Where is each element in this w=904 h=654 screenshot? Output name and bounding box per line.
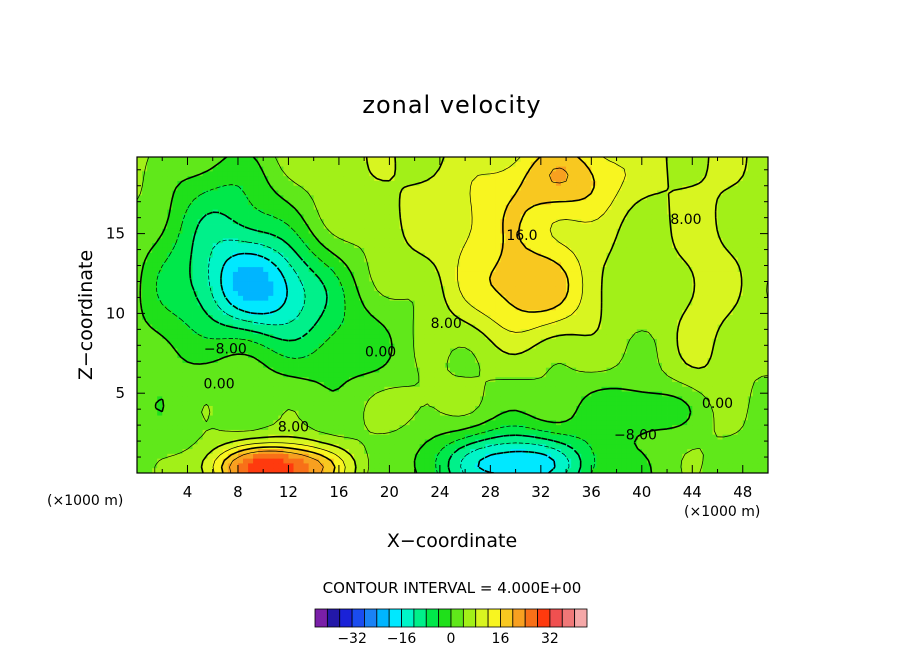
colorbar-tick-label: 32: [541, 631, 559, 647]
colorbar-tick-label: 0: [447, 631, 456, 647]
contour-lines: [137, 157, 768, 473]
colorbar-swatch: [413, 608, 427, 628]
colorbar-swatch: [326, 608, 341, 628]
colorbar-swatch: [537, 608, 551, 628]
contour-label: 8.00: [670, 212, 701, 228]
colorbar-tick-labels: −32 −16 0 16 32: [337, 631, 559, 647]
contour-label: 0.00: [365, 345, 396, 361]
colorbar-swatch: [561, 608, 576, 628]
x-tick-label: 12: [279, 483, 298, 501]
contour-label: 0.00: [203, 377, 234, 393]
colorbar-swatch: [462, 608, 477, 628]
colorbar-swatch: [487, 608, 501, 628]
contour-level-neg4: [155, 184, 596, 473]
x-tick-label: 20: [380, 483, 399, 501]
contour-level-16: [220, 157, 596, 473]
contour-level-0: [139, 157, 692, 473]
contour-label: 0.00: [702, 396, 733, 412]
x-tick-label: 16: [329, 483, 348, 501]
x-tick-label: 48: [733, 483, 752, 501]
contour-level-4: [137, 157, 768, 473]
colorbar-swatch: [401, 608, 415, 628]
x-tick-label: 8: [233, 483, 243, 501]
velocity-field: [137, 157, 768, 473]
colorbar-swatch: [500, 608, 514, 628]
x-unit-left: (×1000 m): [47, 493, 123, 509]
contour-level-8: [200, 157, 748, 473]
contour-level-20: [229, 167, 569, 473]
colorbar-swatch: [388, 608, 402, 628]
colorbar: [314, 608, 588, 628]
colorbar-swatch: [351, 608, 365, 628]
colorbar-swatch: [450, 608, 464, 628]
colorbar-swatch: [549, 608, 563, 628]
x-tick-label: 40: [632, 483, 651, 501]
x-tick-label: 44: [683, 483, 702, 501]
y-tick-label: 5: [115, 384, 125, 402]
contour-label: −8.00: [614, 428, 657, 444]
colorbar-swatch: [364, 608, 378, 628]
chart-title: zonal velocity: [362, 91, 541, 119]
contour-level-12: [212, 157, 626, 473]
plot-frame: [136, 156, 769, 474]
contour-label: 8.00: [431, 316, 462, 332]
colorbar-swatch: [339, 608, 353, 628]
contour-labels: 16.0 8.00 8.00 −8.00 0.00 0.00 0.00 8.00 −8.00: [203, 212, 733, 443]
contour-interval-label: CONTOUR INTERVAL = 4.000E+00: [323, 579, 582, 597]
colorbar-swatch: [438, 608, 452, 628]
y-tick-label: 10: [106, 304, 125, 322]
contour-label: 8.00: [278, 420, 309, 436]
y-axis-label: Z−coordinate: [75, 250, 97, 380]
x-tick-label: 28: [481, 483, 500, 501]
colorbar-swatch: [475, 608, 489, 628]
x-axis-label: X−coordinate: [387, 530, 517, 552]
colorbar-swatch: [574, 608, 588, 628]
y-axis-ticks: 5 10 15: [106, 169, 768, 458]
contour-level-neg16: [220, 252, 556, 473]
contour-label: −8.00: [204, 342, 247, 358]
colorbar-tick-label: −16: [387, 631, 417, 647]
contour-level-neg8: [189, 211, 582, 473]
x-tick-label: 32: [531, 483, 550, 501]
contour-label: 16.0: [506, 228, 537, 244]
x-tick-label: 36: [582, 483, 601, 501]
x-axis-ticks: 4 8 12 16 20 24 28 32 36 40 44 48: [161, 157, 752, 501]
colorbar-tick-label: 16: [492, 631, 510, 647]
colorbar-swatch: [524, 608, 538, 628]
colorbar-tick-label: −32: [337, 631, 367, 647]
colorbar-swatch: [425, 608, 440, 628]
contour-level-neg12: [208, 239, 570, 473]
colorbar-swatch: [512, 608, 526, 628]
y-tick-label: 15: [106, 225, 125, 243]
colorbar-swatch: [376, 608, 390, 628]
x-unit-right: (×1000 m): [684, 504, 760, 520]
colorbar-swatch: [314, 608, 328, 628]
x-tick-label: 24: [430, 483, 449, 501]
x-tick-label: 4: [183, 483, 193, 501]
